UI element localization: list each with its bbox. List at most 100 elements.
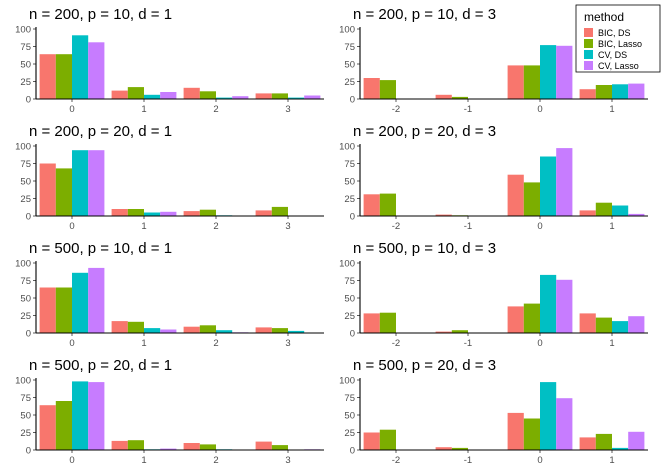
bar-cv-ds-2 bbox=[216, 330, 233, 333]
x-tick-label: 1 bbox=[609, 455, 614, 466]
legend-key-bic-lasso bbox=[584, 39, 593, 48]
bar-bic-lasso-0 bbox=[523, 418, 540, 450]
bar-bic-lasso-1 bbox=[595, 85, 612, 99]
x-tick-label: 1 bbox=[609, 338, 614, 349]
bar-bic-lasso-3 bbox=[271, 93, 288, 99]
y-tick-label: 25 bbox=[344, 311, 355, 322]
bar-bic-lasso-1 bbox=[595, 433, 612, 450]
bar-bic-lasso-0 bbox=[55, 287, 72, 333]
bar-bic-ds-1 bbox=[111, 209, 128, 216]
bar-cv-lasso-1 bbox=[160, 211, 177, 216]
bar-bic-ds-2 bbox=[363, 432, 380, 450]
bar-bic-ds-0 bbox=[39, 163, 56, 216]
bar-bic-ds-1 bbox=[111, 321, 128, 333]
bar-cv-ds-0 bbox=[72, 150, 89, 216]
bar-bic-lasso-3 bbox=[271, 445, 288, 450]
bar-cv-lasso-0 bbox=[556, 148, 573, 216]
bar-bic-lasso-3 bbox=[271, 206, 288, 216]
x-tick-label: 0 bbox=[69, 455, 74, 466]
legend-label-cv-ds: CV, DS bbox=[598, 50, 627, 60]
bar-cv-ds-0 bbox=[72, 381, 89, 450]
bar-cv-ds-0 bbox=[540, 382, 557, 450]
x-tick-label: 3 bbox=[285, 221, 290, 232]
y-tick-label: 100 bbox=[15, 25, 31, 36]
bar-bic-lasso-0 bbox=[523, 182, 540, 216]
bar-cv-lasso-0 bbox=[88, 267, 105, 333]
bar-cv-lasso-3 bbox=[304, 95, 321, 99]
bar-cv-lasso-0 bbox=[88, 382, 105, 450]
y-tick-label: 100 bbox=[339, 25, 355, 36]
bar-bic-ds-3 bbox=[255, 441, 272, 450]
y-tick-label: 0 bbox=[350, 446, 355, 457]
y-tick-label: 50 bbox=[20, 177, 31, 188]
y-tick-label: 100 bbox=[339, 376, 355, 387]
x-tick-label: 0 bbox=[69, 104, 74, 115]
bar-bic-ds-2 bbox=[363, 194, 380, 216]
x-tick-label: 2 bbox=[213, 338, 218, 349]
bar-cv-lasso-1 bbox=[160, 92, 177, 99]
bar-bic-ds-2 bbox=[183, 211, 200, 216]
x-tick-label: -2 bbox=[392, 455, 400, 466]
y-tick-label: 50 bbox=[344, 411, 355, 422]
y-tick-label: 100 bbox=[339, 142, 355, 153]
bar-cv-ds-0 bbox=[540, 45, 557, 99]
y-tick-label: 0 bbox=[350, 95, 355, 106]
panel-title: n = 200, p = 10, d = 1 bbox=[29, 6, 172, 23]
bar-bic-ds-1 bbox=[579, 437, 596, 450]
legend-key-cv-lasso bbox=[584, 61, 593, 70]
y-tick-label: 100 bbox=[15, 142, 31, 153]
y-tick-label: 100 bbox=[339, 259, 355, 270]
bar-bic-ds-0 bbox=[39, 287, 56, 333]
bar-bic-ds-2 bbox=[183, 326, 200, 333]
bar-cv-ds-0 bbox=[540, 274, 557, 333]
y-tick-label: 50 bbox=[20, 411, 31, 422]
panel-title: n = 200, p = 20, d = 3 bbox=[353, 123, 496, 140]
bar-bic-ds-1 bbox=[435, 447, 452, 450]
bar-cv-ds-2 bbox=[216, 97, 233, 99]
x-tick-label: -1 bbox=[464, 221, 472, 232]
bar-cv-lasso-2 bbox=[232, 96, 249, 99]
y-tick-label: 50 bbox=[344, 60, 355, 71]
y-tick-label: 100 bbox=[15, 259, 31, 270]
panel-n-500-p-20-d-1: n = 500, p = 20, d = 1 0 25 50 75 100 0 1 2 3 bbox=[15, 357, 324, 466]
bar-cv-ds-1 bbox=[612, 84, 629, 99]
bar-bic-lasso-1 bbox=[451, 96, 468, 99]
y-tick-label: 0 bbox=[26, 446, 31, 457]
x-tick-label: -2 bbox=[392, 104, 400, 115]
y-tick-label: 25 bbox=[20, 77, 31, 88]
y-tick-label: 0 bbox=[26, 329, 31, 340]
y-tick-label: 75 bbox=[20, 159, 31, 170]
x-tick-label: -1 bbox=[464, 338, 472, 349]
bar-bic-lasso-0 bbox=[55, 54, 72, 99]
x-tick-label: -2 bbox=[392, 221, 400, 232]
panel-n-500-p-20-d-3: n = 500, p = 20, d = 3 0 25 50 75 100 -2 -1 0 1 bbox=[339, 357, 648, 466]
bar-bic-lasso-1 bbox=[127, 209, 144, 216]
x-tick-label: 0 bbox=[537, 338, 542, 349]
panel-title: n = 500, p = 10, d = 3 bbox=[353, 240, 496, 257]
y-tick-label: 75 bbox=[344, 276, 355, 287]
y-tick-label: 0 bbox=[350, 212, 355, 223]
bar-bic-ds-3 bbox=[255, 93, 272, 99]
bar-cv-ds-1 bbox=[612, 205, 629, 216]
bar-bic-ds-0 bbox=[39, 54, 56, 99]
panel-n-500-p-10-d-1: n = 500, p = 10, d = 1 0 25 50 75 100 0 1 2 3 bbox=[15, 240, 324, 349]
bar-cv-ds-0 bbox=[540, 156, 557, 216]
y-tick-label: 75 bbox=[20, 276, 31, 287]
bar-bic-lasso-1 bbox=[451, 330, 468, 333]
bar-cv-lasso-0 bbox=[88, 150, 105, 216]
legend-label-cv-lasso: CV, Lasso bbox=[598, 61, 639, 71]
x-tick-label: 1 bbox=[609, 221, 614, 232]
bar-bic-lasso-2 bbox=[379, 80, 396, 99]
x-tick-label: -2 bbox=[392, 338, 400, 349]
bar-bic-lasso-1 bbox=[127, 87, 144, 99]
bar-bic-ds-1 bbox=[435, 331, 452, 333]
panel-title: n = 500, p = 20, d = 3 bbox=[353, 357, 496, 374]
bar-bic-ds-0 bbox=[507, 65, 524, 99]
bar-bic-lasso-0 bbox=[523, 303, 540, 333]
bar-cv-ds-1 bbox=[612, 447, 629, 450]
bar-bic-ds-3 bbox=[255, 327, 272, 333]
y-tick-label: 50 bbox=[344, 294, 355, 305]
y-tick-label: 75 bbox=[344, 393, 355, 404]
bar-cv-lasso-0 bbox=[556, 45, 573, 99]
